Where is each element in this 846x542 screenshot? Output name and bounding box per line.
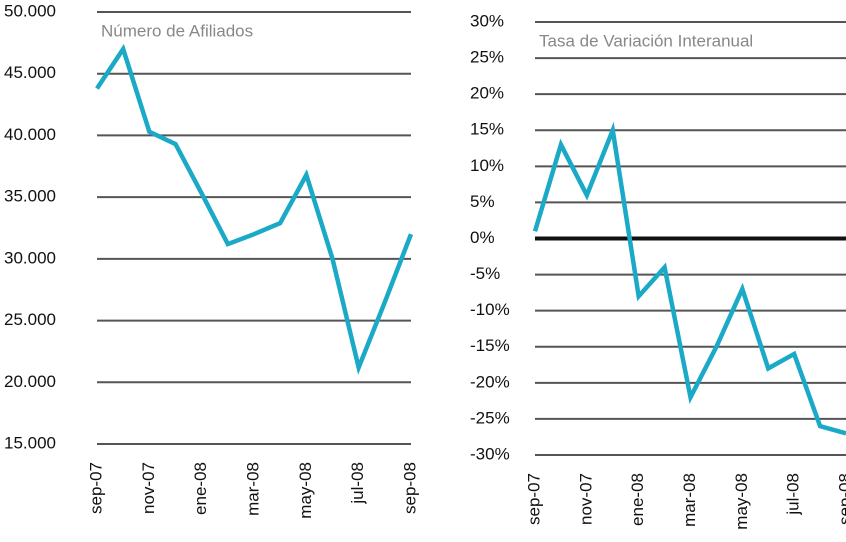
y-tick-label: -25% xyxy=(470,408,510,427)
data-line xyxy=(95,43,414,375)
y-tick-label: 5% xyxy=(470,192,495,211)
y-tick-label: 35.000 xyxy=(4,187,56,206)
y-tick-label: -20% xyxy=(470,372,510,391)
x-tick-label: mar-08 xyxy=(243,462,262,516)
y-tick-label: 25.000 xyxy=(4,310,56,329)
chart-title: Tasa de Variación Interanual xyxy=(539,31,753,50)
x-tick-label: jul-08 xyxy=(348,462,367,505)
y-tick-label: -15% xyxy=(470,336,510,355)
x-tick-label: mar-08 xyxy=(680,473,699,527)
x-tick-label: ene-08 xyxy=(191,462,210,515)
x-tick-label: sep-07 xyxy=(86,462,105,514)
y-tick-label: -5% xyxy=(470,264,500,283)
x-tick-label: sep-08 xyxy=(835,473,846,525)
y-tick-label: 25% xyxy=(470,48,504,67)
y-tick-label: -30% xyxy=(470,444,510,463)
y-tick-label: -10% xyxy=(470,300,510,319)
x-tick-label: sep-07 xyxy=(524,473,543,525)
y-tick-label: 15.000 xyxy=(4,433,56,452)
y-tick-label: 10% xyxy=(470,156,504,175)
y-tick-label: 0% xyxy=(470,228,495,247)
y-tick-label: 20.000 xyxy=(4,372,56,391)
x-tick-label: sep-08 xyxy=(400,462,419,514)
x-tick-label: nov-07 xyxy=(576,473,595,525)
y-tick-label: 30.000 xyxy=(4,248,56,267)
x-tick-label: may-08 xyxy=(732,473,751,530)
y-tick-label: 40.000 xyxy=(4,125,56,144)
chart-title: Número de Afiliados xyxy=(101,21,253,40)
y-tick-label: 45.000 xyxy=(4,63,56,82)
x-tick-label: jul-08 xyxy=(784,473,803,516)
y-tick-label: 15% xyxy=(470,120,504,139)
x-tick-label: nov-07 xyxy=(139,462,158,514)
y-tick-label: 30% xyxy=(470,11,504,30)
x-tick-label: ene-08 xyxy=(628,473,647,526)
y-tick-label: 20% xyxy=(470,84,504,103)
data-line xyxy=(532,121,846,436)
x-tick-label: may-08 xyxy=(296,462,315,519)
y-tick-label: 50.000 xyxy=(4,1,56,20)
